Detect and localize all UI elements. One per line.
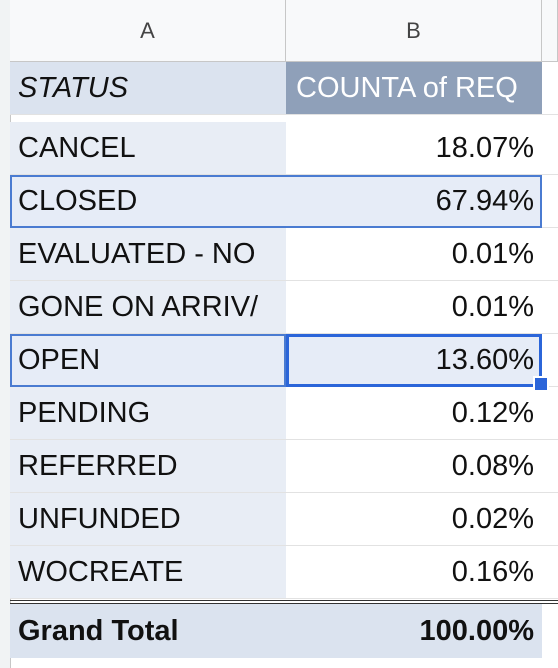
value-cell[interactable]: 18.07% (286, 122, 542, 174)
table-row: PENDING 0.12% (10, 387, 558, 440)
value-cell[interactable]: 0.01% (286, 228, 542, 280)
grand-total-value[interactable]: 100.00% (286, 604, 542, 658)
value-cell[interactable]: 0.01% (286, 281, 542, 333)
table-row: CANCEL 18.07% (10, 122, 558, 175)
empty-cell[interactable] (542, 281, 558, 333)
empty-cell[interactable] (542, 62, 558, 114)
status-cell[interactable]: OPEN (10, 334, 286, 386)
value-cell[interactable]: 0.08% (286, 440, 542, 492)
empty-cell[interactable] (542, 387, 558, 439)
status-cell[interactable]: EVALUATED - NO (10, 228, 286, 280)
column-header-c[interactable] (542, 0, 558, 62)
table-row: UNFUNDED 0.02% (10, 493, 558, 546)
table-row: OPEN 13.60% (10, 334, 558, 387)
value-cell[interactable]: 0.12% (286, 387, 542, 439)
status-header-cell[interactable]: STATUS (10, 62, 286, 114)
table-row: REFERRED 0.08% (10, 440, 558, 493)
value-cell[interactable]: 0.16% (286, 546, 542, 598)
value-cell[interactable]: 13.60% (286, 334, 542, 386)
pivot-header-row: STATUS COUNTA of REQ (10, 62, 558, 115)
fill-handle[interactable] (533, 376, 549, 392)
status-cell[interactable]: REFERRED (10, 440, 286, 492)
counta-header-cell[interactable]: COUNTA of REQ (286, 62, 542, 114)
empty-cell[interactable] (542, 228, 558, 280)
value-cell[interactable]: 67.94% (286, 175, 542, 227)
table-row: GONE ON ARRIV/ 0.01% (10, 281, 558, 334)
table-row: EVALUATED - NO 0.01% (10, 228, 558, 281)
grand-total-row: Grand Total 100.00% (10, 600, 558, 658)
status-cell[interactable]: CLOSED (10, 175, 286, 227)
table-row: CLOSED 67.94% (10, 175, 558, 228)
status-cell[interactable]: GONE ON ARRIV/ (10, 281, 286, 333)
empty-cell[interactable] (542, 493, 558, 545)
empty-cell[interactable] (542, 334, 558, 386)
status-cell[interactable]: CANCEL (10, 122, 286, 174)
empty-cell[interactable] (542, 122, 558, 174)
status-cell[interactable]: WOCREATE (10, 546, 286, 598)
status-cell[interactable]: PENDING (10, 387, 286, 439)
table-row: WOCREATE 0.16% (10, 546, 558, 599)
empty-cell[interactable] (542, 175, 558, 227)
column-header-b[interactable]: B (286, 0, 542, 62)
empty-cell[interactable] (542, 440, 558, 492)
empty-cell[interactable] (542, 546, 558, 598)
column-header-a[interactable]: A (10, 0, 286, 62)
status-cell[interactable]: UNFUNDED (10, 493, 286, 545)
grand-total-label[interactable]: Grand Total (10, 604, 286, 658)
empty-cell[interactable] (542, 604, 558, 658)
value-cell[interactable]: 0.02% (286, 493, 542, 545)
